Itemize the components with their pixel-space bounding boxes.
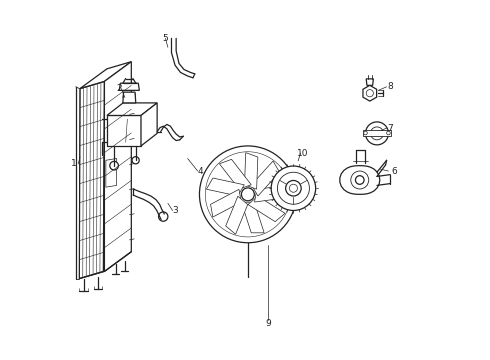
Polygon shape [242, 202, 264, 233]
Text: 4: 4 [197, 167, 203, 176]
Polygon shape [245, 153, 258, 189]
Polygon shape [119, 83, 139, 90]
Circle shape [286, 180, 301, 196]
Polygon shape [340, 166, 380, 194]
Circle shape [271, 166, 316, 211]
Text: 3: 3 [172, 206, 178, 215]
Polygon shape [363, 85, 377, 101]
Text: 10: 10 [296, 149, 308, 158]
Text: 5: 5 [163, 34, 168, 43]
Circle shape [351, 171, 368, 189]
Polygon shape [206, 178, 244, 196]
Polygon shape [123, 92, 136, 103]
Circle shape [242, 188, 254, 201]
Polygon shape [107, 103, 157, 116]
Text: 9: 9 [266, 319, 271, 328]
Circle shape [364, 131, 368, 135]
Polygon shape [107, 116, 141, 146]
Polygon shape [364, 130, 391, 136]
Text: 6: 6 [391, 167, 397, 176]
Polygon shape [248, 196, 285, 222]
Text: 1: 1 [71, 159, 76, 168]
Text: 7: 7 [388, 123, 393, 132]
Polygon shape [211, 189, 241, 217]
Circle shape [159, 212, 168, 221]
Circle shape [387, 131, 390, 135]
Polygon shape [79, 81, 104, 279]
Polygon shape [366, 79, 373, 85]
Polygon shape [104, 62, 131, 271]
Circle shape [366, 90, 373, 97]
Circle shape [110, 161, 119, 170]
Circle shape [370, 127, 383, 140]
Polygon shape [80, 62, 131, 89]
Circle shape [132, 157, 139, 164]
Polygon shape [226, 196, 248, 234]
Circle shape [199, 146, 296, 243]
Polygon shape [106, 158, 117, 187]
Circle shape [290, 184, 297, 192]
Polygon shape [251, 161, 279, 196]
Circle shape [355, 176, 364, 184]
Text: 2: 2 [116, 84, 122, 93]
Circle shape [277, 172, 309, 204]
Polygon shape [254, 185, 289, 202]
Circle shape [366, 122, 389, 145]
Polygon shape [220, 159, 251, 189]
Polygon shape [141, 103, 157, 146]
Circle shape [205, 152, 291, 237]
Text: 8: 8 [388, 82, 393, 91]
